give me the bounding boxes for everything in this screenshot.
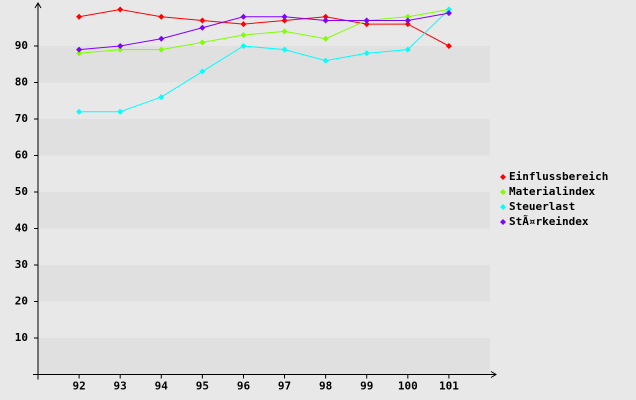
grid-band [38,301,490,338]
y-tick-label: 50 [15,185,28,198]
series-line [79,9,449,54]
series-line [79,9,450,113]
data-point [281,28,288,35]
y-tick-label: 60 [15,149,28,162]
data-point [240,13,247,20]
x-tick-label: 101 [439,380,459,393]
data-point [281,13,288,20]
data-point [199,39,206,46]
grid-band [38,155,490,192]
data-point [404,46,411,53]
grid-band [38,82,490,119]
grid-band [38,338,490,375]
legend-marker [500,189,506,195]
data-point [322,35,329,42]
data-point [117,43,124,49]
legend-marker [500,174,506,180]
grid-band [38,192,490,229]
data-point [76,108,83,115]
data-point [117,46,124,53]
y-tick-label: 30 [15,258,28,271]
data-point [445,6,452,13]
data-point [240,43,247,49]
data-point [76,13,83,20]
legend-marker [500,204,506,210]
data-point [158,46,165,53]
data-point [281,46,288,53]
x-tick-label: 100 [398,380,418,393]
data-point [363,50,370,57]
data-point [445,10,452,17]
legend-label: Steuerlast [509,200,575,213]
grid-band [38,46,490,83]
data-point [117,6,124,13]
legend-marker [500,219,506,225]
data-point [240,32,247,39]
y-tick-label: 10 [15,331,28,344]
grid-band [38,228,490,265]
data-point [322,13,329,20]
y-tick-label: 80 [15,76,28,89]
data-point [404,21,411,28]
data-point [363,17,370,24]
data-point [322,57,329,64]
data-point [117,108,124,115]
x-tick-label: 99 [360,380,373,393]
data-point [404,17,411,24]
data-point [445,43,452,49]
data-point [158,94,165,101]
data-point [199,68,206,75]
series-line [79,12,449,51]
data-point [363,21,370,28]
grid-band [38,9,490,46]
data-point [281,17,288,24]
data-point [158,13,165,20]
x-tick-label: 98 [319,380,332,393]
y-tick-label: 40 [15,222,28,235]
x-tick-label: 92 [72,380,85,393]
data-point [404,13,411,20]
legend-label: StÃ¤rkeindex [509,215,589,228]
x-tick-label: 95 [196,380,209,393]
x-tick-label: 93 [114,380,127,393]
x-tick-label: 96 [237,380,251,393]
data-point [240,21,247,28]
x-tick-label: 94 [155,380,169,393]
x-tick-label: 97 [278,380,291,393]
data-point [158,35,165,42]
series-line [79,8,450,47]
y-tick-label: 90 [15,39,28,52]
data-point [199,17,206,24]
legend-label: Materialindex [509,185,595,198]
y-tick-label: 70 [15,112,28,125]
y-axis-arrow [34,2,42,9]
data-point [199,24,206,31]
grid-band [38,119,490,156]
grid-band [38,265,490,302]
legend-label: Einflussbereich [509,170,608,183]
y-tick-label: 20 [15,295,28,308]
data-point [76,50,83,57]
data-point [322,17,329,24]
x-axis-arrow [490,371,497,378]
data-point [76,46,83,53]
